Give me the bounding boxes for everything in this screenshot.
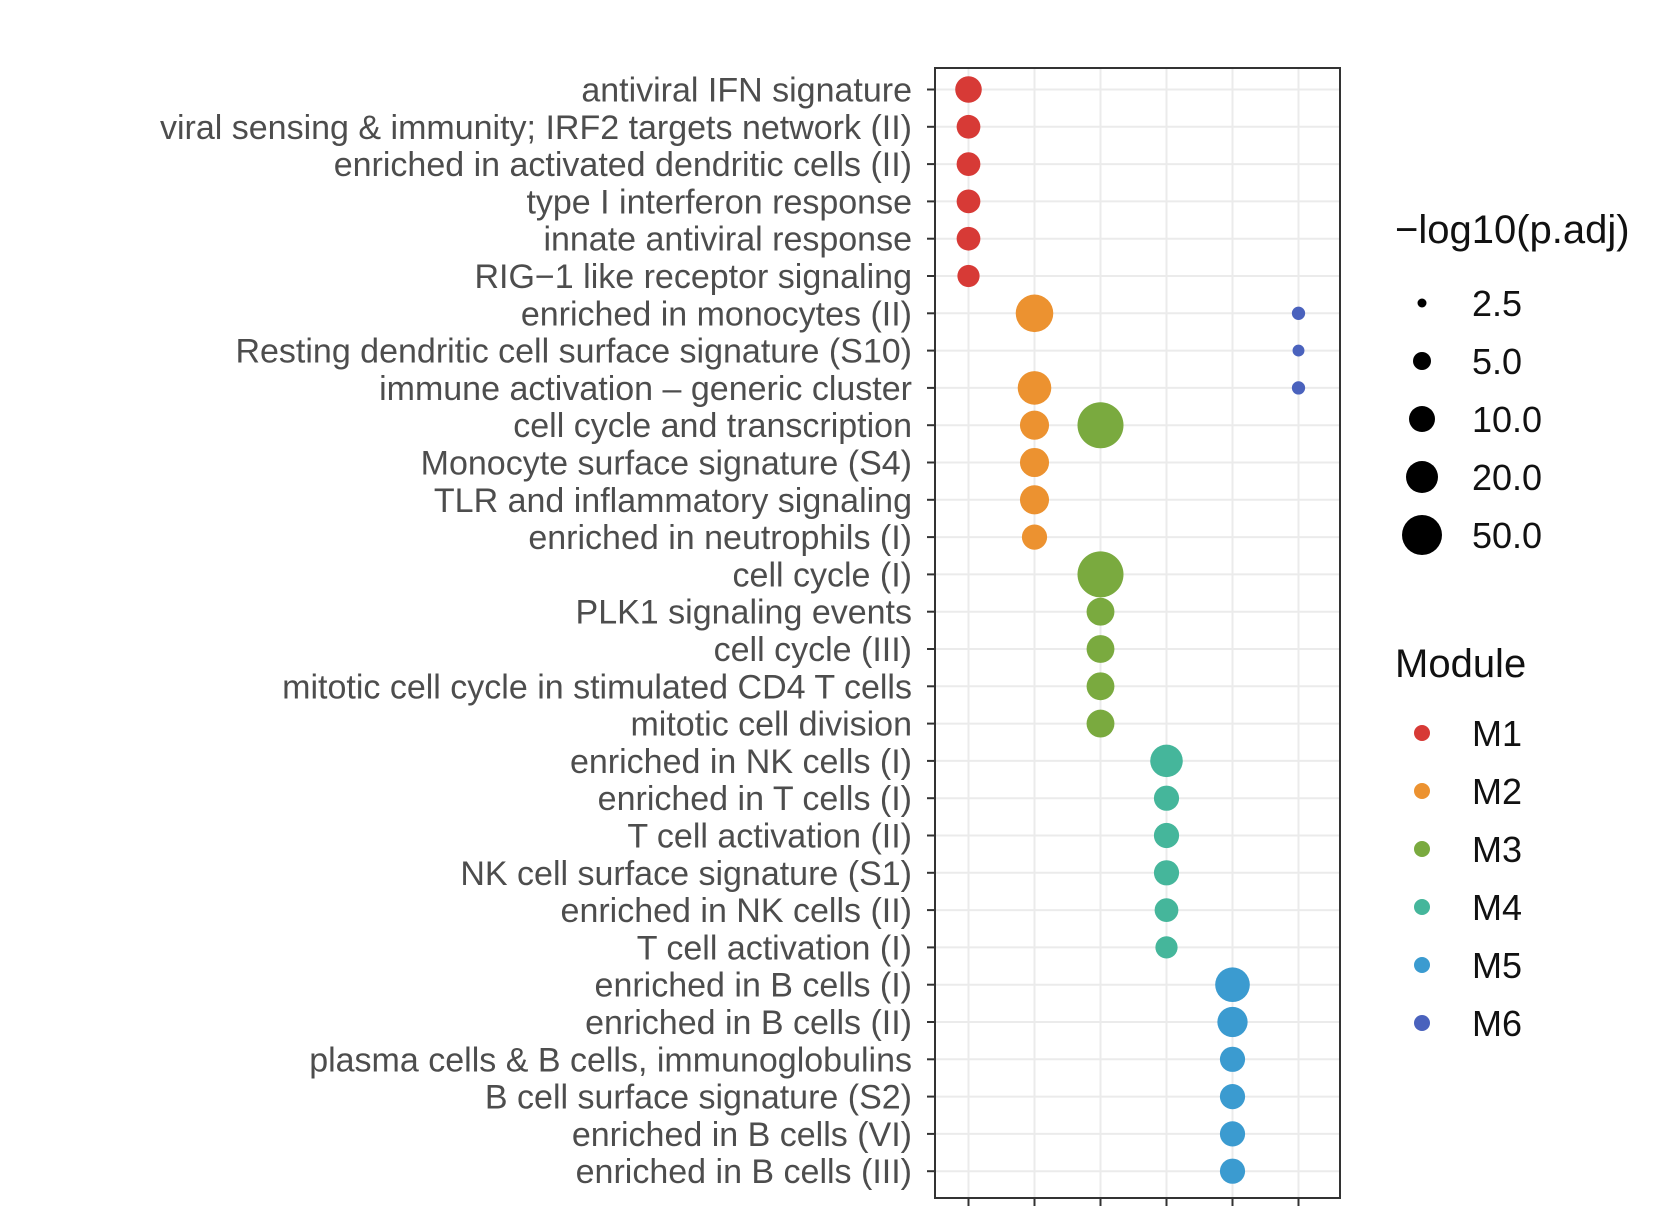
y-tick-label: Monocyte surface signature (S4) bbox=[421, 445, 912, 483]
y-tick-label: enriched in T cells (I) bbox=[598, 780, 912, 818]
size-legend-label: 2.5 bbox=[1472, 283, 1522, 324]
data-point-m2 bbox=[1015, 294, 1054, 333]
data-point-m1 bbox=[956, 189, 981, 214]
size-legend-label: 5.0 bbox=[1472, 341, 1522, 382]
y-tick-label: B cell surface signature (S2) bbox=[485, 1079, 912, 1117]
color-legend-key-m1 bbox=[1414, 725, 1430, 741]
data-point-m3 bbox=[1086, 709, 1115, 738]
size-legend-label: 10.0 bbox=[1472, 399, 1542, 440]
y-tick-label: Resting dendritic cell surface signature… bbox=[235, 333, 912, 371]
y-tick-label: mitotic cell cycle in stimulated CD4 T c… bbox=[282, 668, 912, 706]
data-point-m3 bbox=[1086, 672, 1115, 701]
color-legend: Module M1 M2 M3 M4 M5 M6 bbox=[1395, 642, 1526, 1044]
data-point-m2 bbox=[1021, 524, 1048, 550]
y-tick-label: enriched in B cells (VI) bbox=[572, 1116, 912, 1154]
color-legend-key-m5 bbox=[1414, 957, 1430, 973]
color-legend-label: M4 bbox=[1472, 887, 1522, 928]
data-point-m4 bbox=[1153, 822, 1180, 849]
y-tick-label: enriched in activated dendritic cells (I… bbox=[334, 146, 912, 184]
color-legend-label: M3 bbox=[1472, 829, 1522, 870]
data-point-m5 bbox=[1219, 1121, 1246, 1147]
y-tick-label: enriched in B cells (III) bbox=[576, 1153, 912, 1191]
grid-lines bbox=[935, 68, 1340, 1198]
size-legend-label: 20.0 bbox=[1472, 457, 1542, 498]
data-point-m5 bbox=[1219, 1046, 1246, 1072]
y-tick-label: innate antiviral response bbox=[543, 221, 912, 259]
data-point-m1 bbox=[955, 76, 982, 103]
data-point-m3 bbox=[1086, 635, 1115, 663]
size-legend: −log10(p.adj) 2.5 5.0 10.0 20.0 50.0 bbox=[1395, 208, 1630, 556]
size-legend-key bbox=[1409, 406, 1435, 432]
color-legend-label: M6 bbox=[1472, 1003, 1522, 1044]
size-legend-label: 50.0 bbox=[1472, 515, 1542, 556]
data-point-m2 bbox=[1019, 485, 1050, 515]
data-point-m4 bbox=[1154, 898, 1179, 922]
y-tick-label: cell cycle and transcription bbox=[513, 407, 912, 445]
data-point-m5 bbox=[1219, 1084, 1246, 1110]
data-point-m4 bbox=[1153, 860, 1180, 886]
color-legend-key-m4 bbox=[1414, 899, 1430, 915]
data-points bbox=[955, 76, 1306, 1184]
size-legend-key bbox=[1406, 461, 1438, 493]
y-tick-label: enriched in NK cells (I) bbox=[570, 743, 912, 781]
y-tick-label: antiviral IFN signature bbox=[581, 72, 912, 110]
size-legend-key bbox=[1402, 515, 1442, 555]
y-tick-label: plasma cells & B cells, immunoglobulins bbox=[309, 1041, 912, 1079]
data-point-m3 bbox=[1086, 597, 1115, 626]
size-legend-title: −log10(p.adj) bbox=[1395, 208, 1630, 252]
data-point-m2 bbox=[1017, 371, 1052, 405]
y-tick-label: NK cell surface signature (S1) bbox=[460, 855, 912, 893]
size-legend-key bbox=[1417, 298, 1427, 308]
data-point-m4 bbox=[1155, 936, 1178, 959]
y-tick-label: enriched in neutrophils (I) bbox=[528, 519, 912, 557]
y-tick-label: T cell activation (II) bbox=[627, 818, 912, 856]
color-legend-label: M1 bbox=[1472, 713, 1522, 754]
data-point-m4 bbox=[1150, 744, 1183, 778]
y-tick-label: RIG−1 like receptor signaling bbox=[474, 258, 912, 296]
data-point-m1 bbox=[956, 152, 981, 176]
plot-panel-border bbox=[934, 67, 1341, 1199]
color-legend-key-m3 bbox=[1414, 841, 1430, 857]
color-legend-label: M5 bbox=[1472, 945, 1522, 986]
data-point-m2 bbox=[1019, 447, 1050, 478]
color-legend-key-m2 bbox=[1414, 783, 1430, 799]
y-tick-label: T cell activation (I) bbox=[637, 929, 912, 967]
y-tick-label: PLK1 signaling events bbox=[576, 594, 912, 632]
data-point-m1 bbox=[956, 226, 981, 251]
y-tick-label: immune activation – generic cluster bbox=[379, 370, 912, 408]
data-point-m2 bbox=[1019, 410, 1050, 440]
color-legend-title: Module bbox=[1395, 642, 1526, 686]
y-tick-label: TLR and inflammatory signaling bbox=[434, 482, 912, 520]
data-point-m6 bbox=[1292, 344, 1305, 357]
y-tick-label: type I interferon response bbox=[526, 183, 912, 221]
data-point-m3 bbox=[1077, 551, 1124, 598]
data-point-m6 bbox=[1291, 381, 1306, 395]
y-tick-label: enriched in NK cells (II) bbox=[561, 892, 912, 930]
y-tick-label: viral sensing & immunity; IRF2 targets n… bbox=[160, 109, 912, 147]
y-tick-label: cell cycle (III) bbox=[714, 631, 912, 669]
data-point-m5 bbox=[1219, 1158, 1246, 1184]
data-point-m5 bbox=[1215, 967, 1250, 1003]
y-tick-label: enriched in monocytes (II) bbox=[521, 295, 912, 333]
color-legend-key-m6 bbox=[1414, 1015, 1430, 1031]
y-tick-label: mitotic cell division bbox=[630, 706, 912, 744]
data-point-m1 bbox=[956, 114, 981, 139]
size-legend-key bbox=[1413, 352, 1431, 370]
data-point-m4 bbox=[1153, 785, 1180, 811]
data-point-m3 bbox=[1077, 402, 1124, 449]
data-point-m6 bbox=[1291, 306, 1306, 320]
y-tick-label: enriched in B cells (I) bbox=[595, 967, 912, 1005]
color-legend-label: M2 bbox=[1472, 771, 1522, 812]
data-point-m1 bbox=[957, 264, 980, 288]
y-tick-label: enriched in B cells (II) bbox=[585, 1004, 912, 1042]
y-tick-label: cell cycle (I) bbox=[733, 556, 912, 594]
data-point-m5 bbox=[1217, 1006, 1248, 1038]
